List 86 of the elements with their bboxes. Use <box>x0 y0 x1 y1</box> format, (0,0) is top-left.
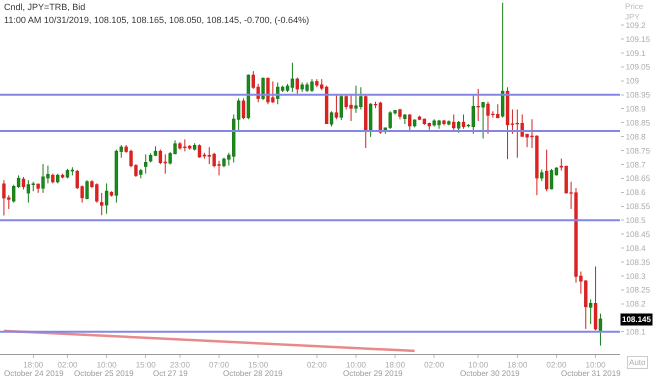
candlestick <box>403 114 407 125</box>
y-tick-label: 108.1 <box>626 328 646 336</box>
y-tick-label: 108.25 <box>626 286 651 295</box>
candlestick <box>408 114 412 133</box>
text: Oct 27 19 <box>153 369 188 378</box>
x-tick-label: 15:00 <box>136 360 156 370</box>
chart-title: Cndl, JPY=TRB, Bid <box>4 2 86 12</box>
y-tick-label: 108.65 <box>626 174 651 184</box>
candlestick <box>398 108 402 120</box>
y-tick-label: 108.6 <box>626 188 646 198</box>
y-tick-label: 109 <box>626 76 640 86</box>
x-tick-label: 23:00 <box>170 360 190 370</box>
y-tick-label: 108.45 <box>626 230 651 239</box>
candlestick <box>85 180 89 200</box>
x-tick-label: 18:00 <box>385 360 406 370</box>
text: Auto <box>629 358 646 367</box>
candlestick <box>462 114 466 130</box>
y-tick-label: 108.7 <box>626 160 646 170</box>
y-tick-label: 108.75 <box>626 146 651 156</box>
text: October 25 2019 <box>74 369 134 378</box>
candlestick <box>364 94 368 149</box>
x-tick-label: 07:00 <box>209 360 230 370</box>
candlestick <box>22 176 26 190</box>
y-tick-label: 108.5 <box>626 216 646 225</box>
y-tick-label: 109.15 <box>626 34 651 44</box>
y-tick-label: 108.9 <box>626 104 646 114</box>
candlestick <box>139 168 143 179</box>
text: October 31 2019 <box>561 369 622 378</box>
y-tick-label: 109.05 <box>626 62 651 72</box>
x-tick-label: 15:00 <box>248 360 269 370</box>
candlestick <box>330 110 334 128</box>
candlestick <box>144 154 148 174</box>
candlestick <box>334 94 338 120</box>
candlestick <box>412 118 416 128</box>
text: October 29 2019 <box>343 369 404 378</box>
y-tick-label: 108.35 <box>626 258 651 267</box>
text: October 28 2019 <box>223 369 284 378</box>
x-tick-label: 02:00 <box>546 360 567 370</box>
candlestick <box>100 192 104 216</box>
y-tick-label: 108.3 <box>626 272 646 281</box>
y-tick-label: 108.4 <box>626 244 646 253</box>
x-tick-label: 10:00 <box>586 360 606 370</box>
text: October 24 2019 <box>4 369 64 378</box>
candlestick <box>368 102 372 138</box>
candlestick <box>242 98 246 120</box>
y-tick-label: 109.2 <box>626 20 646 30</box>
text: 11:00 AM 10/31/2019, 108.105, 108.165, 108.050, 108.145, -0.700, (-0.64%) <box>4 15 310 25</box>
candlestick <box>51 173 55 184</box>
candlestick <box>261 76 265 101</box>
candlestick <box>442 119 446 126</box>
candlestick <box>56 173 60 184</box>
x-tick-label: 18:00 <box>507 360 528 370</box>
candlestick <box>481 101 485 140</box>
candlestick <box>60 173 64 179</box>
x-tick-label: 10:00 <box>96 360 118 370</box>
candlestick <box>594 266 598 331</box>
x-tick-label: 02:00 <box>57 360 78 370</box>
text: October 30 2019 <box>460 369 520 378</box>
candlestick <box>588 298 592 325</box>
x-tick-label: 02:00 <box>306 360 328 370</box>
candlestick <box>476 88 480 122</box>
candlestick <box>544 149 548 192</box>
x-tick-label: 02:00 <box>424 360 445 370</box>
candlestick <box>340 94 343 121</box>
candlestick <box>598 313 602 346</box>
candlestick <box>500 2 504 118</box>
y-tick-label: 108.55 <box>626 202 651 212</box>
y-tick-label: 108.95 <box>626 90 651 100</box>
y-tick-label: 108.85 <box>626 118 651 128</box>
y-tick-label: 109.1 <box>626 48 646 58</box>
candlestick <box>192 142 196 152</box>
candlestick <box>36 182 40 194</box>
candlestick <box>456 120 460 134</box>
y-axis-title: Price JPY <box>625 2 644 22</box>
candlestick <box>540 168 544 182</box>
candlestick <box>447 120 451 126</box>
y-tick-label: 108.8 <box>626 132 646 142</box>
x-tick-label: 18:00 <box>23 360 44 370</box>
x-tick-label: 10:00 <box>346 360 367 370</box>
candlestick <box>246 74 250 120</box>
candlestick <box>104 182 108 214</box>
text: 108.145 <box>622 315 652 324</box>
candlestick <box>452 114 456 130</box>
y-tick-label: 108.2 <box>626 300 646 309</box>
candlestick <box>296 76 299 94</box>
x-tick-label: 10:00 <box>468 360 489 370</box>
